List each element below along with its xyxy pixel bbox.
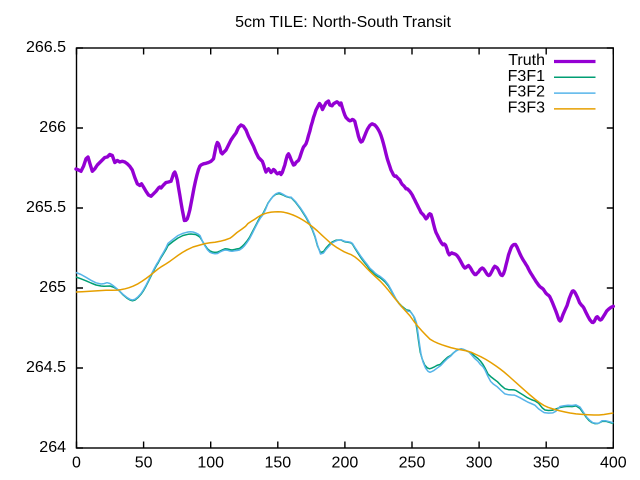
svg-text:F3F3: F3F3	[508, 99, 545, 116]
svg-text:264: 264	[39, 439, 66, 456]
svg-text:266.5: 266.5	[26, 39, 66, 56]
svg-text:265.5: 265.5	[26, 199, 66, 216]
svg-text:266: 266	[39, 119, 66, 136]
svg-text:50: 50	[135, 455, 153, 472]
svg-text:100: 100	[197, 455, 224, 472]
svg-text:265: 265	[39, 279, 66, 296]
svg-text:F3F2: F3F2	[508, 84, 545, 101]
svg-text:300: 300	[466, 455, 493, 472]
svg-text:Truth: Truth	[508, 52, 545, 69]
svg-text:F3F1: F3F1	[508, 68, 545, 85]
svg-text:200: 200	[332, 455, 359, 472]
svg-text:150: 150	[264, 455, 291, 472]
svg-text:250: 250	[399, 455, 426, 472]
svg-text:400: 400	[600, 455, 627, 472]
svg-text:264.5: 264.5	[26, 359, 66, 376]
svg-text:5cm TILE: North-South Transit: 5cm TILE: North-South Transit	[235, 14, 451, 31]
svg-text:0: 0	[72, 455, 81, 472]
svg-text:350: 350	[533, 455, 560, 472]
